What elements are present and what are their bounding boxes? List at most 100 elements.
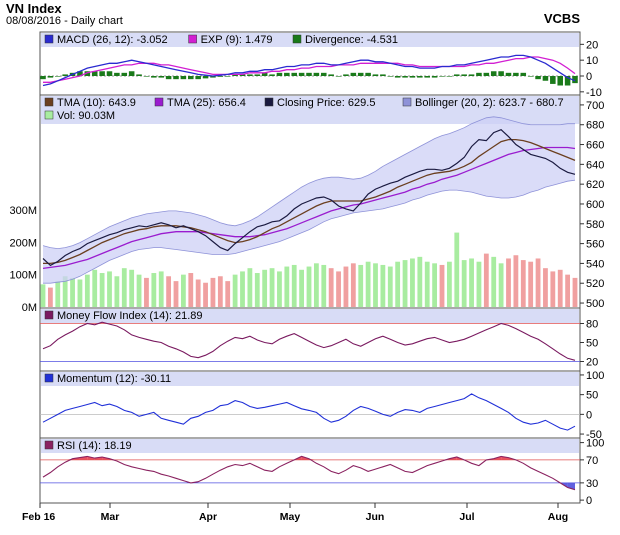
volume-bar <box>387 266 393 307</box>
divergence-bar <box>180 76 187 80</box>
volume-bar <box>395 261 401 307</box>
volume-bar <box>336 271 341 307</box>
divergence-bar <box>409 76 416 78</box>
volume-bar <box>461 260 467 307</box>
divergence-bar <box>99 71 105 76</box>
tma25-line <box>42 146 576 270</box>
divergence-bar <box>173 76 179 80</box>
divergence-bar <box>217 76 224 77</box>
volume-bar <box>365 261 371 307</box>
volume-bar <box>92 269 98 307</box>
volume-bar <box>136 274 142 307</box>
rsi-panel: RSI (14): 18.19 100 70 30 0 <box>39 437 604 507</box>
volume-bar <box>313 263 319 307</box>
volume-bar <box>114 276 120 307</box>
volume-bar <box>284 266 290 307</box>
y-tick-label: 500 <box>586 298 604 310</box>
legend-label: TMA (25): 656.4 <box>167 97 246 109</box>
divergence-bar <box>239 74 246 76</box>
divergence-bar <box>550 76 556 84</box>
divergence-bar <box>62 74 68 76</box>
divergence-bar <box>454 74 460 76</box>
divergence-bar <box>321 72 327 76</box>
x-tick-label: Aug <box>548 511 568 523</box>
legend-swatch <box>44 110 54 120</box>
y-tick-label: 50 <box>586 338 598 350</box>
legend-label: Vol: 90.03M <box>57 110 115 122</box>
divergence-bar <box>439 76 445 77</box>
volume-bar <box>321 264 327 307</box>
volume-bar <box>210 277 216 307</box>
divergence-bar <box>483 72 490 76</box>
legend-label: Bollinger (20, 2): 623.7 - 680.7 <box>415 97 564 109</box>
divergence-bar <box>106 71 113 76</box>
overbought-area <box>501 456 509 460</box>
legend-swatch <box>44 34 54 44</box>
volume-bar <box>306 266 312 307</box>
volume-bar <box>446 261 452 307</box>
bollinger-lower <box>43 179 576 284</box>
y-tick-label: 700 <box>586 100 604 112</box>
volume-bar <box>299 269 305 307</box>
divergence-bar <box>380 74 386 76</box>
divergence-bar <box>136 74 142 76</box>
y-tick-label: 20 <box>586 39 598 51</box>
y-tick-label: 80 <box>586 319 598 331</box>
y-tick-label: 580 <box>586 219 604 231</box>
volume-bar <box>358 264 364 307</box>
legend-label: Momentum (12): -30.11 <box>57 373 171 385</box>
divergence-bar <box>202 76 209 79</box>
volume-bar <box>410 258 415 307</box>
volume-bar <box>144 277 149 307</box>
legend-swatch <box>264 97 274 107</box>
closing-price-line <box>42 129 576 267</box>
legend-band <box>41 33 579 47</box>
y-tick-label: 100 <box>586 438 604 450</box>
divergence-bar <box>254 74 261 76</box>
volume-bar <box>166 276 172 307</box>
volume-bar <box>247 268 253 307</box>
legend-label: EXP (9): 1.479 <box>201 34 273 46</box>
volume-bar <box>483 253 489 307</box>
divergence-bar <box>527 76 534 77</box>
divergence-bar <box>387 76 394 77</box>
mfi-line <box>42 321 576 361</box>
volume-bar <box>62 276 68 307</box>
divergence-bar <box>269 74 275 76</box>
volume-bar <box>432 263 438 307</box>
divergence-bar <box>402 76 408 78</box>
legend-band <box>41 439 579 453</box>
volume-bar <box>402 260 408 307</box>
mfi-panel: Money Flow Index (14): 21.89 80 50 20 <box>39 307 598 372</box>
divergence-bar <box>158 76 164 78</box>
volume-bar <box>506 258 511 307</box>
divergence-bar <box>520 72 527 76</box>
y-tick-label: 20 <box>586 357 598 369</box>
volume-bar <box>291 264 297 307</box>
volume-tick-label: 200M <box>9 237 37 249</box>
divergence-bar <box>564 76 571 86</box>
divergence-bar <box>55 76 61 77</box>
volume-bar <box>84 274 90 307</box>
volume-bar <box>469 258 474 307</box>
volume-bar <box>277 271 282 307</box>
y-tick-label: 620 <box>586 179 604 191</box>
divergence-bar <box>542 76 549 81</box>
legend-label: Money Flow Index (14): 21.89 <box>57 310 203 322</box>
divergence-bar <box>394 76 401 78</box>
y-tick-label: 680 <box>586 120 604 132</box>
legend-swatch <box>44 97 54 107</box>
divergence-bar <box>372 74 379 76</box>
volume-tick-label: 0M <box>22 302 37 314</box>
exp-signal-line <box>43 56 576 83</box>
volume-bar <box>557 269 563 307</box>
volume-bar <box>550 271 556 307</box>
legend-swatch <box>292 34 302 44</box>
divergence-bar <box>224 76 231 77</box>
divergence-bar <box>121 72 128 76</box>
bollinger-band <box>43 116 575 284</box>
divergence-bar <box>572 76 578 84</box>
divergence-bar <box>143 76 150 77</box>
legend-band <box>41 309 579 323</box>
y-tick-label: -50 <box>586 429 602 441</box>
